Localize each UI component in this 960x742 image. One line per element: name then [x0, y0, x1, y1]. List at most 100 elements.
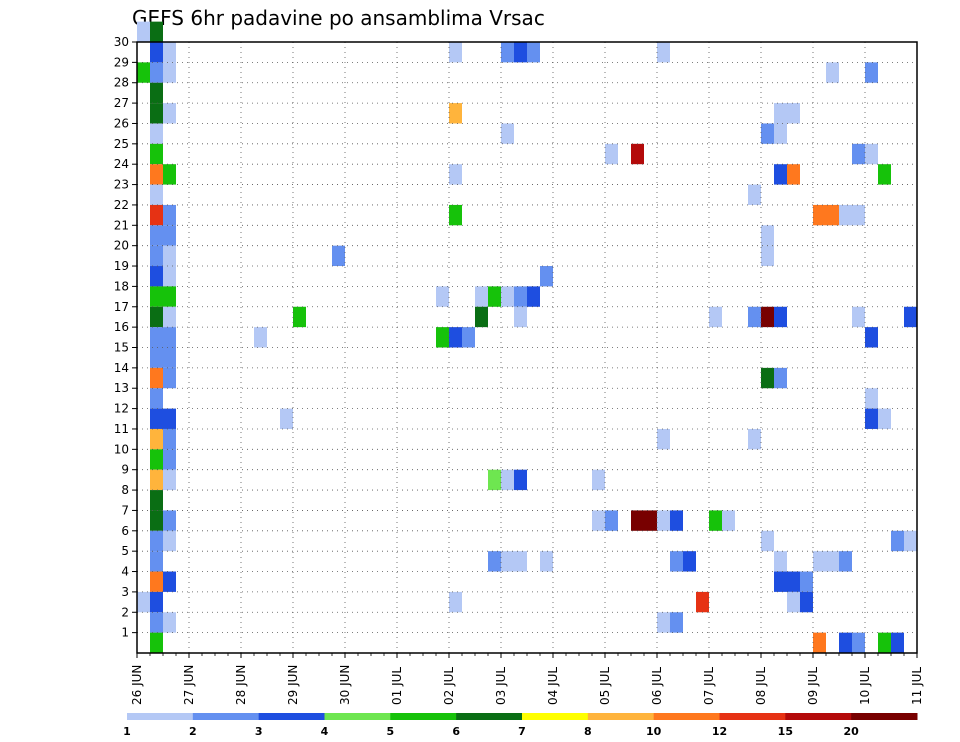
heatmap-cell	[904, 530, 917, 552]
heatmap-cell	[800, 591, 813, 613]
heatmap-cell	[150, 245, 163, 267]
heatmap-cell	[514, 551, 527, 572]
heatmap-cell	[150, 571, 163, 592]
y-tick-label: 16	[114, 320, 129, 334]
heatmap-cell	[761, 123, 774, 144]
heatmap-cell	[163, 286, 176, 307]
heatmap-cell	[748, 306, 761, 328]
heatmap-cell	[670, 510, 683, 531]
heatmap-cell	[787, 103, 800, 124]
heatmap-cell	[761, 225, 774, 246]
colorbar-swatch	[587, 713, 655, 720]
colorbar-swatch	[192, 713, 260, 720]
heatmap-cell	[449, 204, 462, 226]
colorbar-label: 2	[189, 725, 197, 738]
heatmap-cell	[787, 591, 800, 613]
heatmap-cell	[657, 428, 670, 450]
heatmap-cell	[787, 164, 800, 185]
heatmap-cell	[852, 306, 865, 328]
heatmap-cell	[150, 327, 163, 348]
y-tick-label: 23	[114, 178, 129, 192]
colorbar-label: 5	[387, 725, 395, 738]
heatmap-cell	[150, 42, 163, 63]
heatmap-cell	[514, 306, 527, 328]
heatmap-cell	[813, 204, 826, 226]
y-tick-label: 6	[121, 524, 129, 538]
heatmap-cell	[761, 367, 774, 389]
y-tick-label: 18	[114, 279, 129, 293]
grid-lines	[137, 41, 917, 653]
y-tick-label: 8	[121, 483, 129, 497]
heatmap-cell	[722, 510, 735, 531]
heatmap-cell	[540, 551, 553, 572]
heatmap-cell	[163, 306, 176, 328]
heatmap-cell	[449, 103, 462, 124]
heatmap-cell	[605, 143, 618, 165]
heatmap-cell	[449, 327, 462, 348]
heatmap-cell	[709, 510, 722, 531]
y-tick-label: 3	[121, 585, 129, 599]
heatmap-cell	[163, 530, 176, 552]
heatmap-cell	[150, 123, 163, 144]
y-tick-label: 9	[121, 463, 129, 477]
colorbar-label: 4	[321, 725, 329, 738]
heatmap-cell	[150, 632, 163, 653]
heatmap-cell	[839, 551, 852, 572]
x-tick-label: 29 JUN	[286, 665, 300, 705]
heatmap-cell	[163, 266, 176, 287]
heatmap-cell	[865, 327, 878, 348]
heatmap-cell	[449, 42, 462, 63]
heatmap-cell	[150, 367, 163, 389]
heatmap-cell	[761, 530, 774, 552]
colorbar-label: 8	[584, 725, 592, 738]
heatmap-cell	[163, 225, 176, 246]
y-tick-label: 27	[114, 96, 129, 110]
heatmap-cell	[657, 42, 670, 63]
heatmap-cell	[657, 510, 670, 531]
y-tick-label: 12	[114, 402, 129, 416]
colorbar-label: 20	[844, 725, 860, 738]
colorbar-swatch	[653, 713, 720, 720]
heatmap-cell	[163, 327, 176, 348]
x-tick-label: 04 JUL	[546, 667, 560, 705]
heatmap-cell	[878, 632, 891, 653]
colorbar-swatch	[258, 713, 325, 720]
x-tick-label: 01 JUL	[390, 667, 404, 705]
heatmap-cell	[527, 286, 540, 307]
heatmap-cell	[488, 286, 501, 307]
heatmap-cell	[852, 204, 865, 226]
y-tick-label: 5	[121, 544, 129, 558]
heatmap-cell	[813, 551, 826, 572]
y-tick-label: 29	[114, 55, 129, 69]
y-tick-label: 21	[114, 218, 129, 232]
heatmap-cell	[891, 632, 904, 653]
heatmap-cell	[800, 571, 813, 592]
heatmap-cell	[670, 612, 683, 633]
heatmap-cell	[150, 82, 163, 104]
heatmap-cell	[813, 632, 826, 653]
heatmap-cell	[163, 204, 176, 226]
heatmap-cell	[501, 42, 514, 63]
y-tick-label: 10	[114, 442, 129, 456]
y-tick-label: 7	[121, 503, 129, 517]
heatmap-cell	[904, 306, 917, 328]
heatmap-cell	[150, 612, 163, 633]
y-tick-label: 22	[114, 198, 129, 212]
y-tick-label: 24	[114, 157, 129, 171]
heatmap-cell	[501, 123, 514, 144]
x-tick-label: 06 JUL	[650, 667, 664, 705]
heatmap-cell	[150, 551, 163, 572]
colorbar-swatch	[456, 713, 523, 720]
heatmap-cell	[150, 164, 163, 185]
heatmap-cell	[657, 612, 670, 633]
heatmap-cell	[150, 184, 163, 205]
heatmap-cell	[761, 306, 774, 328]
heatmap-cell	[878, 164, 891, 185]
heatmap-cell	[150, 408, 163, 429]
heatmap-cell	[488, 469, 501, 491]
heatmap-cell	[163, 103, 176, 124]
heatmap-cell	[865, 62, 878, 83]
y-tick-label: 14	[114, 361, 129, 375]
heatmap-cell	[254, 327, 267, 348]
x-tick-label: 10 JUL	[858, 667, 872, 705]
